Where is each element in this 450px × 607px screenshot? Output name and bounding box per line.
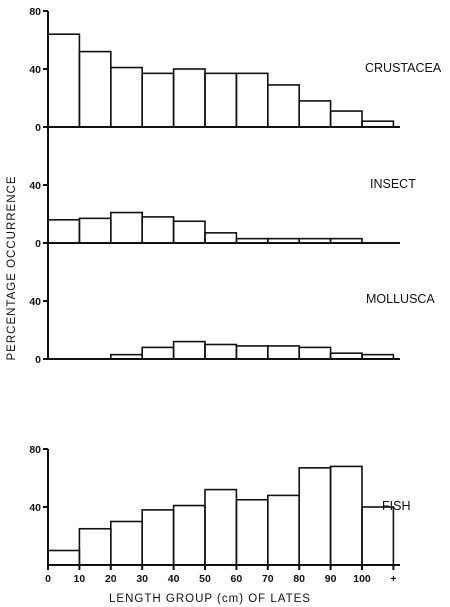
mollusca-bar-3 [141, 346, 175, 360]
fish-bar-0 [47, 549, 81, 566]
insect-bar-3 [141, 216, 175, 244]
insect-bar-7 [266, 237, 300, 244]
fish-y-tick-label-80: 80 [29, 444, 41, 456]
mollusca-bar-10 [361, 353, 395, 360]
insect-label: INSECT [370, 177, 416, 191]
fish-bar-2 [110, 520, 144, 566]
x-tick-label-11: + [390, 573, 396, 585]
crustacea-label: CRUSTACEA [365, 61, 442, 75]
crustacea-y-tick-label-40: 40 [29, 64, 41, 76]
crustacea-bar-7 [266, 84, 300, 128]
crustacea-bar-4 [172, 68, 206, 128]
insect-y-tick-label-0: 0 [35, 238, 41, 250]
x-axis-title: LENGTH GROUP (cm) OF LATES [109, 593, 311, 605]
x-tick-label-3: 30 [136, 573, 148, 585]
mollusca-y-tick-label-0: 0 [35, 354, 41, 366]
mollusca-bar-7 [266, 345, 300, 360]
x-tick-label-0: 0 [45, 573, 51, 585]
fish-bar-5 [204, 488, 238, 566]
crustacea-y-tick-label-80: 80 [29, 6, 41, 18]
crustacea-bar-8 [298, 100, 332, 128]
mollusca-y-tick-label-40: 40 [29, 296, 41, 308]
crustacea-bar-5 [204, 72, 238, 128]
fish-bar-4 [172, 504, 206, 566]
crustacea-bar-1 [78, 50, 112, 128]
fish-bar-9 [329, 465, 363, 566]
mollusca-bar-6 [235, 345, 269, 360]
fish-bar-1 [78, 527, 112, 566]
crustacea-bar-3 [141, 72, 175, 128]
crustacea-bar-10 [361, 120, 395, 128]
x-tick-label-8: 80 [293, 573, 305, 585]
fish-bar-3 [141, 509, 175, 566]
insect-bar-4 [172, 220, 206, 244]
crustacea-bar-2 [110, 66, 144, 128]
x-tick-label-7: 70 [262, 573, 274, 585]
fish-bar-6 [235, 498, 269, 566]
insect-bar-9 [329, 237, 363, 244]
mollusca-bar-2 [110, 353, 144, 360]
insect-bar-6 [235, 237, 269, 244]
insect-bar-0 [47, 219, 81, 244]
x-tick-label-9: 90 [325, 573, 337, 585]
x-tick-label-1: 10 [74, 573, 86, 585]
x-tick-label-4: 40 [168, 573, 180, 585]
fish-bar-7 [266, 494, 300, 566]
insect-bar-1 [78, 217, 112, 244]
insect-bar-2 [110, 211, 144, 244]
mollusca-bar-5 [204, 343, 238, 360]
x-tick-label-5: 50 [199, 573, 211, 585]
crustacea-y-tick-label-0: 0 [35, 122, 41, 134]
mollusca-bar-4 [172, 340, 206, 360]
x-tick-label-6: 60 [231, 573, 243, 585]
fish-y-tick-label-40: 40 [29, 502, 41, 514]
insect-y-tick-label-40: 40 [29, 180, 41, 192]
crustacea-bar-0 [47, 33, 81, 128]
insect-bar-5 [204, 232, 238, 244]
fish-label: FISH [382, 499, 410, 513]
fish-bar-10 [361, 506, 395, 566]
mollusca-bar-8 [298, 346, 332, 360]
x-tick-label-2: 20 [105, 573, 117, 585]
crustacea-bar-6 [235, 72, 269, 128]
crustacea-bar-9 [329, 110, 363, 128]
fish-bar-8 [298, 467, 332, 566]
mollusca-label: MOLLUSCA [366, 292, 435, 306]
insect-bar-8 [298, 237, 332, 244]
x-tick-label-10: 100 [353, 573, 371, 585]
y-axis-title: PERCENTAGE OCCURRENCE [6, 176, 18, 361]
